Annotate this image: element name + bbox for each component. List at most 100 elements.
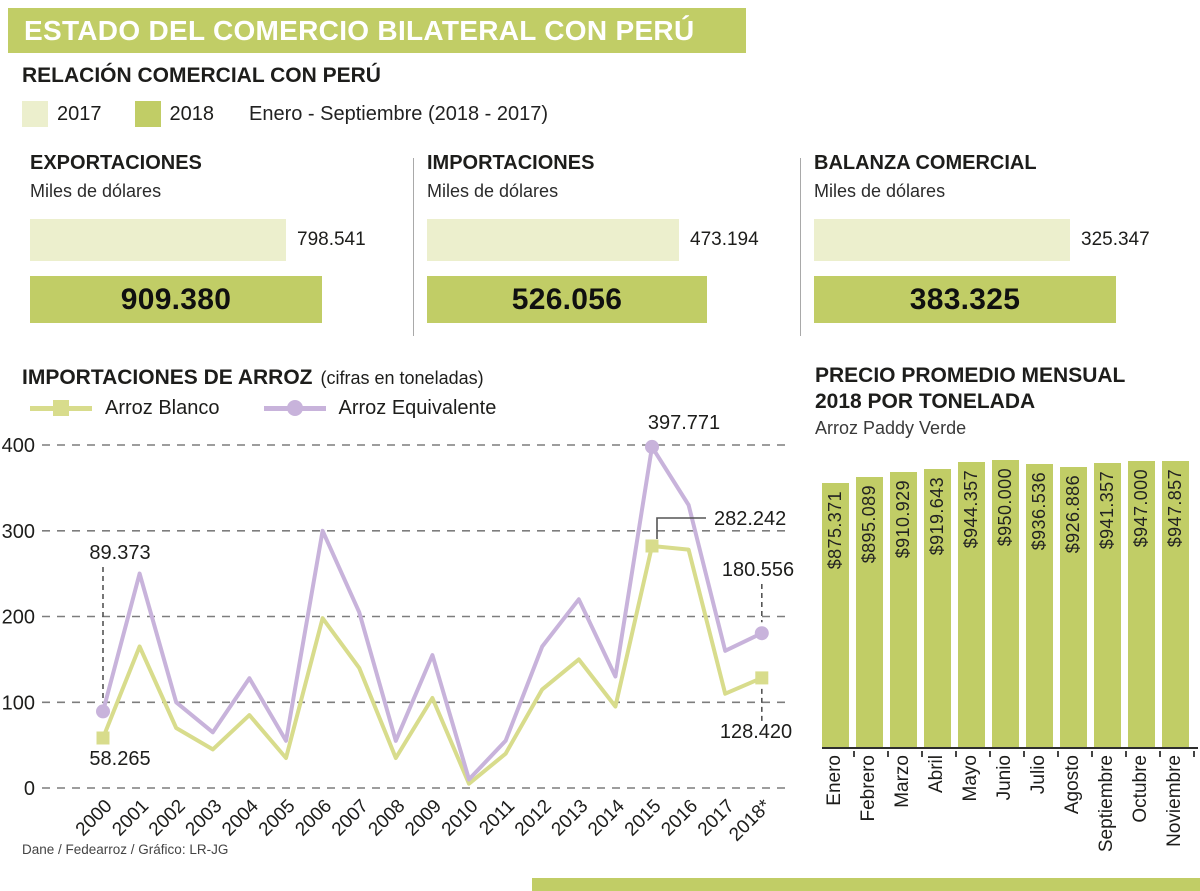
y-tick-label: 100 [2,692,35,714]
annotation-label: 58.265 [89,748,150,770]
value-2018: 909.380 [120,282,232,316]
line-chart-legend: Arroz Blanco Arroz Equivalente [30,397,496,420]
y-tick-label: 200 [2,607,35,629]
annotation-label: 128.420 [720,721,792,743]
panel-subtitle: Miles de dólares [30,181,162,201]
bar-2018: 383.325 [814,276,1116,323]
panel-divider [413,158,414,336]
price-bar [924,469,951,747]
page-title: ESTADO DEL COMERCIO BILATERAL CON PERÚ [24,14,695,46]
price-bar-value: $910.929 [893,480,913,559]
month-label: Mayo [960,755,981,802]
price-chart-title-line1: PRECIO PROMEDIO MENSUAL [815,364,1126,387]
series-marker [645,539,659,553]
series-marker [96,704,110,719]
price-bar-value: $919.643 [927,477,947,556]
panel-exportaciones: EXPORTACIONES Miles de dólares 798.541 9… [30,152,390,323]
x-tick-label: 2007 [328,796,373,841]
panel-title: BALANZA COMERCIAL [814,152,1037,174]
month-label: Julio [1028,755,1049,795]
panel-balanza-comercial: BALANZA COMERCIAL Miles de dólares 325.3… [814,152,1186,323]
x-tick-label: 2013 [548,796,593,841]
month-label: Junio [994,755,1015,801]
x-tick-label: 2011 [475,796,519,840]
price-bar-value: $936.536 [1029,472,1049,551]
price-bar-value: $875.371 [825,491,845,570]
price-chart-title: PRECIO PROMEDIO MENSUAL 2018 POR TONELAD… [815,363,1125,415]
value-2017: 473.194 [690,229,759,250]
axis-tick [886,751,889,757]
axis-tick [1124,751,1127,757]
month-label: Marzo [892,755,913,808]
price-bar [856,477,883,747]
annotation-label: 397.771 [648,412,720,434]
section-title-relacion: RELACIÓN COMERCIAL CON PERÚ [22,64,381,87]
price-bar [1060,467,1087,747]
price-bar [1026,464,1053,747]
price-bar-value: $926.886 [1063,475,1083,554]
month-label: Agosto [1062,755,1083,815]
panel-subtitle: Miles de dólares [427,181,559,201]
series-marker [96,731,110,745]
axis-tick [852,751,855,757]
price-bar [822,483,849,747]
price-bar-value: $941.357 [1097,471,1117,550]
legend-label-arroz-equivalente: Arroz Equivalente [338,397,497,419]
axis-tick [1090,751,1093,757]
value-2018: 526.056 [511,282,623,316]
axis-tick [1022,751,1025,757]
x-tick-label: 2006 [291,796,336,841]
price-bar [1094,463,1121,747]
bar-row-2017: 798.541 [30,219,390,261]
x-tick-label: 2012 [511,796,556,841]
legend-period: Enero - Septiembre (2018 - 2017) [249,102,549,125]
month-label: Febrero [858,755,879,822]
series-line-arroz-equivalente [101,444,764,782]
line-chart-title-text: IMPORTACIONES DE ARROZ [22,366,313,389]
month-label: Abril [926,755,947,794]
annotation-label: 89.373 [89,542,150,564]
price-bar-value: $947.857 [1165,469,1185,548]
price-bar-value: $944.357 [961,470,981,549]
axis-tick [988,751,991,757]
axis-tick [1192,751,1195,757]
arroz-equivalente-sample [263,400,326,417]
x-tick-label: 2016 [657,796,702,841]
price-chart-subtitle: Arroz Paddy Verde [815,418,967,438]
price-bar [1162,461,1189,747]
price-bar [958,462,985,747]
series-marker [645,439,659,454]
panel-title: EXPORTACIONES [30,152,202,174]
x-tick-label: 2015 [621,796,666,841]
legend-swatch-2017 [22,101,48,127]
x-tick-label: 2009 [401,796,446,841]
value-2017: 325.347 [1081,229,1150,250]
arroz-blanco-square-marker [53,400,69,416]
rice-imports-line-chart: 0100200300400200020012002200320042005200… [2,412,795,846]
y-tick-label: 400 [2,435,35,457]
bar-2018: 909.380 [30,276,322,323]
month-label: Octubre [1130,755,1151,823]
price-bar-value: $950.000 [995,468,1015,547]
price-bar [1128,461,1155,747]
legend-swatch-2018 [134,101,161,127]
annotation-connector [656,517,706,539]
series-line-arroz-blanco [101,544,764,786]
x-tick-label: 2004 [218,795,263,840]
x-tick-label: 2002 [145,796,190,841]
series-marker [755,671,769,685]
legend-item-arroz-blanco: Arroz Blanco [30,397,220,420]
x-tick-label: 2000 [72,796,117,841]
price-chart-title-line2: 2018 POR TONELADA [815,390,1036,413]
legend-label-arroz-blanco: Arroz Blanco [105,397,220,419]
line-chart-title: IMPORTACIONES DE ARROZ (cifras en tonelad… [22,366,484,390]
panel-importaciones: IMPORTACIONES Miles de dólares 473.194 5… [427,152,787,323]
y-tick-label: 0 [24,778,35,800]
axis-tick [954,751,957,757]
panel-divider [800,158,801,336]
x-tick-label: 2001 [108,796,153,841]
arroz-blanco-sample [30,400,92,417]
bar-row-2017: 325.347 [814,219,1186,261]
x-tick-label: 2018* [725,795,775,845]
panel-subtitle: Miles de dólares [814,181,946,201]
